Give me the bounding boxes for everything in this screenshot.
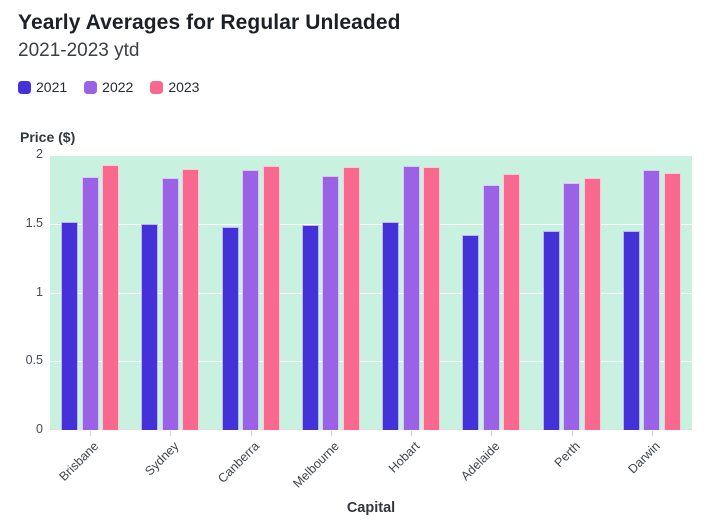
bar-2023-melbourne[interactable] — [342, 167, 360, 430]
x-tick — [411, 431, 413, 436]
legend-swatch — [18, 80, 31, 94]
legend-swatch — [84, 80, 98, 94]
bar-2022-perth[interactable] — [563, 182, 581, 430]
legend-item-2021[interactable]: 2021 — [18, 79, 67, 95]
y-axis-title: Price ($) — [20, 129, 76, 145]
x-tick — [90, 431, 92, 436]
y-tick-label: 1.5 — [25, 215, 43, 230]
bar-2021-canberra[interactable] — [221, 226, 239, 430]
legend-swatch — [150, 80, 164, 94]
chart-subtitle: 2021-2023 ytd — [18, 40, 140, 61]
plot-area — [50, 155, 692, 430]
y-tick-label: 1 — [36, 284, 43, 299]
legend-label: 2022 — [102, 79, 134, 95]
chart-title: Yearly Averages for Regular Unleaded — [18, 11, 401, 34]
bar-2023-hobart[interactable] — [423, 167, 441, 430]
bar-2022-canberra[interactable] — [242, 170, 260, 430]
x-category-label: Perth — [551, 439, 583, 471]
x-axis-title: Capital — [346, 500, 396, 516]
gridline — [50, 155, 692, 156]
x-category-label: Darwin — [625, 439, 663, 477]
bar-2022-sydney[interactable] — [161, 178, 179, 430]
x-category-label: Canberra — [214, 439, 262, 486]
x-tick — [250, 431, 252, 436]
y-tick-label: 0.5 — [25, 353, 43, 368]
bar-2022-adelaide[interactable] — [482, 185, 500, 430]
bar-2021-brisbane[interactable] — [61, 222, 79, 430]
gridline — [50, 292, 692, 294]
legend-label: 2021 — [36, 79, 68, 95]
bar-2023-canberra[interactable] — [262, 166, 280, 430]
gridline — [50, 223, 692, 225]
bar-2023-perth[interactable] — [583, 178, 601, 430]
legend-item-2023[interactable]: 2023 — [150, 79, 199, 95]
x-category-label: Melbourne — [290, 439, 342, 491]
y-tick-label: 0 — [36, 422, 43, 436]
bar-2022-melbourne[interactable] — [322, 175, 340, 430]
bar-2022-hobart[interactable] — [402, 166, 420, 430]
y-tick-label: 2 — [36, 147, 43, 161]
bar-2021-melbourne[interactable] — [301, 225, 319, 430]
legend-item-2022[interactable]: 2022 — [84, 79, 133, 95]
bar-2021-perth[interactable] — [542, 230, 560, 430]
x-category-label: Brisbane — [56, 439, 102, 484]
bar-2022-darwin[interactable] — [643, 170, 661, 430]
x-tick — [651, 431, 653, 436]
x-tick — [330, 431, 332, 436]
gridline — [50, 361, 692, 363]
x-category-label: Adelaide — [457, 439, 503, 484]
bar-2021-sydney[interactable] — [141, 223, 159, 430]
bar-2021-darwin[interactable] — [622, 230, 640, 430]
bar-2023-brisbane[interactable] — [102, 164, 120, 430]
bar-2022-brisbane[interactable] — [81, 177, 99, 430]
bar-2023-adelaide[interactable] — [503, 174, 521, 430]
legend-label: 2023 — [168, 79, 200, 95]
bar-2023-sydney[interactable] — [182, 168, 200, 430]
x-tick — [491, 431, 493, 436]
x-tick — [571, 431, 573, 436]
bar-2021-hobart[interactable] — [382, 222, 400, 430]
x-category-label: Sydney — [141, 439, 182, 479]
bar-2023-darwin[interactable] — [663, 172, 681, 430]
x-tick — [170, 431, 172, 436]
bar-2021-adelaide[interactable] — [462, 234, 480, 430]
legend: 2021 2022 2023 — [18, 79, 199, 95]
x-category-label: Hobart — [385, 439, 423, 476]
